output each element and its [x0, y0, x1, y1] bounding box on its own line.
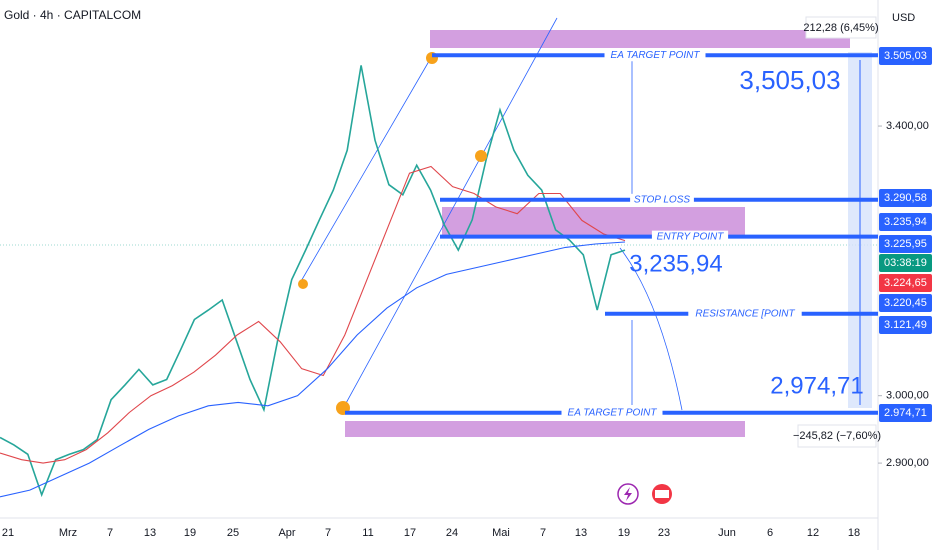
x-tick-label: 19	[618, 527, 630, 539]
y-tick-label: 2.900,00	[886, 457, 929, 469]
trend-line	[344, 17, 558, 406]
x-tick-label: 17	[404, 527, 416, 539]
measure-box	[805, 16, 877, 39]
price-line	[0, 241, 626, 498]
level-label-bg	[630, 193, 694, 206]
x-tick-label: 23	[658, 527, 670, 539]
price-tag	[879, 274, 932, 292]
price-line	[0, 65, 626, 498]
x-tick-label: Apr	[278, 527, 295, 539]
pivot	[298, 279, 308, 289]
plot	[0, 65, 626, 498]
price-tag	[879, 213, 932, 231]
annotation: 3,235,94	[629, 250, 722, 277]
x-tick-label: 25	[227, 527, 239, 539]
price-tag	[879, 294, 932, 312]
price-tag-label: 3.235,94	[884, 216, 927, 228]
price-tag-label: 2.974,71	[884, 407, 927, 419]
lightning	[624, 487, 632, 501]
price-tag-label: 3.290,58	[884, 192, 927, 204]
level-label: EA TARGET POINT	[611, 50, 701, 61]
x-tick-label: 13	[144, 527, 156, 539]
measure-label: 212,28 (6,45%)	[803, 22, 878, 34]
price-tag-label: 03:38:19	[884, 257, 927, 269]
level-label: ENTRY POINT	[657, 231, 725, 242]
annotation: 2,974,71	[770, 372, 863, 399]
price-tag	[879, 235, 932, 253]
price-tag	[879, 189, 932, 207]
x-tick-label: 7	[325, 527, 331, 539]
x-tick-label: Mrz	[59, 527, 77, 539]
level-label: EA TARGET POINT	[568, 407, 658, 418]
price-tag-label: 3.225,95	[884, 238, 927, 250]
y-tick-label: 3.000,00	[886, 390, 929, 402]
pivot	[475, 150, 487, 162]
price-tag-label: 3.220,45	[884, 297, 927, 309]
currency: USD	[892, 12, 915, 24]
measure-box	[797, 424, 877, 448]
y-tick-label: 3.400,00	[886, 120, 929, 132]
price-tag	[879, 316, 932, 334]
x-tick-label: 21	[2, 527, 14, 539]
level-label-bg	[561, 406, 663, 419]
flag	[655, 490, 669, 498]
x-tick-label: 7	[540, 527, 546, 539]
x-tick-label: 11	[362, 527, 373, 539]
level-label-bg	[651, 230, 729, 243]
price-tag-label: 3.505,03	[884, 50, 927, 62]
x-tick-label: 7	[107, 527, 113, 539]
price-line	[0, 165, 626, 464]
price-tag-label: 3.121,49	[884, 319, 927, 331]
price-tag	[879, 47, 932, 65]
level-label: STOP LOSS	[634, 194, 690, 205]
price-tag	[879, 254, 932, 272]
x-tick-label: 19	[184, 527, 196, 539]
x-tick-label: Mai	[492, 527, 510, 539]
level-label-bg	[604, 49, 706, 62]
x-tick-label: 18	[848, 527, 860, 539]
price-tag-label: 3.224,65	[884, 277, 927, 289]
x-tick-label: 6	[767, 527, 773, 539]
x-tick-label: 12	[807, 527, 819, 539]
zone	[430, 30, 850, 48]
level-label-bg	[688, 307, 802, 320]
price-tag	[879, 404, 932, 422]
trend-line	[299, 55, 433, 284]
zone	[345, 421, 745, 437]
measure-label: −245,82 (−7,60%)	[793, 430, 881, 442]
level-label: RESISTANCE [POINT	[695, 308, 795, 319]
x-tick-label: 13	[575, 527, 587, 539]
chart-title: Gold · 4h · CAPITALCOM	[4, 8, 141, 22]
x-tick-label: 24	[446, 527, 458, 539]
x-tick-label: Jun	[718, 527, 736, 539]
annotation: 3,505,03	[739, 65, 840, 95]
